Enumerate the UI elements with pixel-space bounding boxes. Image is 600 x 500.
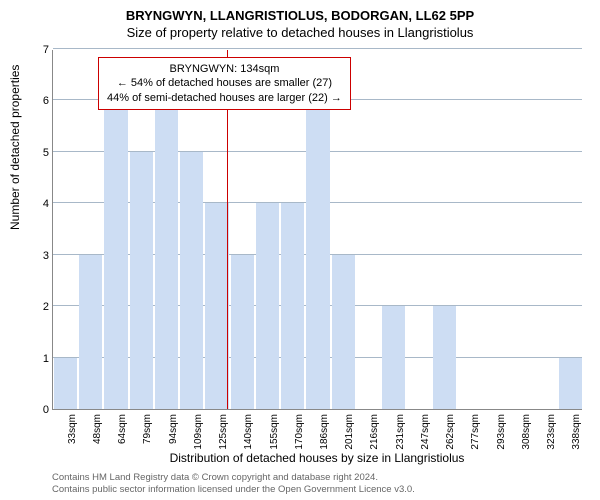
x-tick-label: 308sqm [521, 414, 532, 454]
gridline [53, 48, 582, 49]
x-tick-label: 323sqm [546, 414, 557, 454]
chart-title-main: BRYNGWYN, LLANGRISTIOLUS, BODORGAN, LL62… [0, 0, 600, 23]
x-tick-label: 48sqm [92, 414, 103, 454]
footer-line1: Contains HM Land Registry data © Crown c… [52, 472, 415, 484]
chart-title-sub: Size of property relative to detached ho… [0, 23, 600, 40]
x-tick-label: 79sqm [142, 414, 153, 454]
footer-line2: Contains public sector information licen… [52, 484, 415, 496]
x-tick-label: 170sqm [294, 414, 305, 454]
x-tick-label: 231sqm [395, 414, 406, 454]
histogram-bar [54, 358, 77, 409]
y-axis-label: Number of detached properties [8, 65, 22, 230]
histogram-bar [180, 152, 203, 409]
x-tick-label: 33sqm [67, 414, 78, 454]
histogram-bar [104, 100, 127, 409]
histogram-bar [205, 203, 228, 409]
x-tick-label: 293sqm [496, 414, 507, 454]
chart-container: BRYNGWYN, LLANGRISTIOLUS, BODORGAN, LL62… [0, 0, 600, 500]
histogram-bar [79, 255, 102, 409]
y-tick-label: 1 [29, 353, 49, 365]
x-tick-label: 186sqm [319, 414, 330, 454]
histogram-bar [256, 203, 279, 409]
x-tick-label: 125sqm [218, 414, 229, 454]
x-tick-label: 216sqm [369, 414, 380, 454]
y-tick-label: 0 [29, 404, 49, 416]
info-line2: ← 54% of detached houses are smaller (27… [107, 76, 342, 90]
marker-info-box: BRYNGWYN: 134sqm← 54% of detached houses… [98, 57, 351, 110]
histogram-bar [306, 100, 329, 409]
x-tick-label: 247sqm [420, 414, 431, 454]
x-tick-label: 262sqm [445, 414, 456, 454]
footer-attribution: Contains HM Land Registry data © Crown c… [52, 472, 415, 496]
histogram-bar [433, 306, 456, 409]
x-axis-label: Distribution of detached houses by size … [52, 451, 582, 465]
histogram-bar [559, 358, 582, 409]
y-tick-label: 7 [29, 44, 49, 56]
y-tick-label: 6 [29, 95, 49, 107]
x-tick-label: 109sqm [193, 414, 204, 454]
y-tick-label: 5 [29, 147, 49, 159]
histogram-bar [382, 306, 405, 409]
histogram-bar [332, 255, 355, 409]
y-tick-label: 2 [29, 301, 49, 313]
x-tick-label: 64sqm [117, 414, 128, 454]
x-tick-label: 338sqm [571, 414, 582, 454]
x-tick-label: 201sqm [344, 414, 355, 454]
x-tick-label: 277sqm [470, 414, 481, 454]
info-line1: BRYNGWYN: 134sqm [107, 62, 342, 76]
y-tick-label: 4 [29, 198, 49, 210]
histogram-bar [155, 100, 178, 409]
x-tick-label: 155sqm [269, 414, 280, 454]
x-tick-label: 140sqm [243, 414, 254, 454]
y-tick-label: 3 [29, 250, 49, 262]
histogram-bar [281, 203, 304, 409]
x-tick-label: 94sqm [168, 414, 179, 454]
info-line3: 44% of semi-detached houses are larger (… [107, 91, 342, 105]
plot-area: BRYNGWYN: 134sqm← 54% of detached houses… [52, 50, 582, 410]
histogram-bar [231, 255, 254, 409]
histogram-bar [130, 152, 153, 409]
